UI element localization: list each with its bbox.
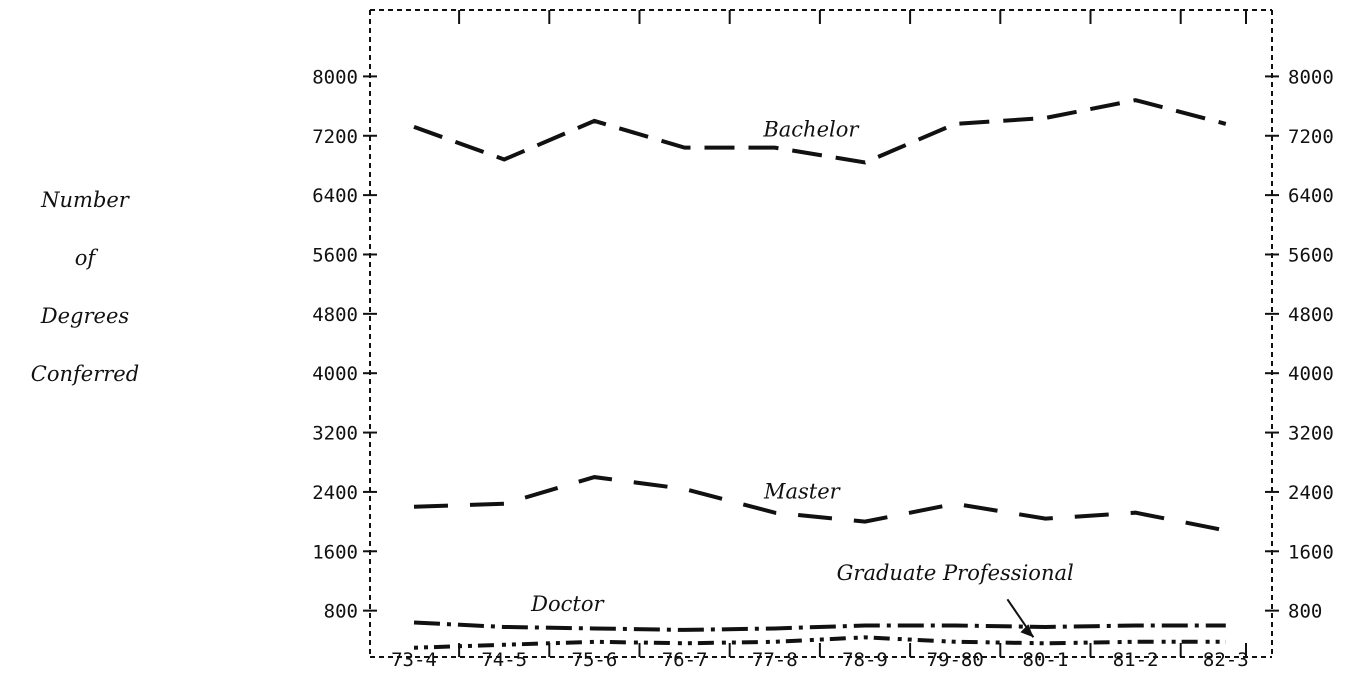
y-tick-label-right: 4800 <box>1288 304 1334 326</box>
y-tick-label-left: 3200 <box>312 423 358 445</box>
series-line <box>413 635 1226 650</box>
arrow-head-icon <box>1020 624 1034 638</box>
y-tick-label-left: 4800 <box>312 304 358 326</box>
x-tick-label: 75-6 <box>572 649 618 668</box>
series-label: Graduate Professional <box>837 561 1074 585</box>
y-tick-label-left: 6400 <box>312 185 358 207</box>
y-axis-label-line: Conferred <box>30 362 140 386</box>
y-tick-label-left: 2400 <box>312 482 358 504</box>
y-axis-label-line: Degrees <box>40 304 130 328</box>
y-axis-label: Number of Degrees Conferred <box>0 180 170 412</box>
x-tick-label: 80-1 <box>1023 649 1069 668</box>
x-tick-label: 79-80 <box>927 649 984 668</box>
y-tick-label-left: 8000 <box>312 66 358 88</box>
series-label: Bachelor <box>762 118 860 142</box>
x-tick-label: 78-9 <box>842 649 888 668</box>
x-tick-label: 82-3 <box>1203 649 1249 668</box>
series-label: Doctor <box>530 592 605 616</box>
y-tick-label-right: 2400 <box>1288 482 1334 504</box>
y-axis-label-line: Number <box>41 188 129 212</box>
y-tick-label-right: 6400 <box>1288 185 1334 207</box>
y-tick-label-left: 7200 <box>312 126 358 148</box>
y-tick-label-right: 5600 <box>1288 244 1334 266</box>
x-tick-label: 76-7 <box>662 649 708 668</box>
y-tick-label-right: 1600 <box>1288 541 1334 563</box>
x-tick-label: 74-5 <box>481 649 527 668</box>
x-tick-label: 77-8 <box>752 649 798 668</box>
y-tick-label-right: 800 <box>1288 601 1322 623</box>
y-tick-label-left: 4000 <box>312 363 358 385</box>
x-tick-label: 73-4 <box>391 649 437 668</box>
y-tick-label-right: 4000 <box>1288 363 1334 385</box>
x-tick-label: 81-2 <box>1113 649 1159 668</box>
y-tick-label-left: 5600 <box>312 244 358 266</box>
series-line <box>413 475 1227 533</box>
series-line <box>413 620 1226 632</box>
y-tick-label-right: 3200 <box>1288 423 1334 445</box>
series-line <box>413 98 1227 165</box>
y-tick-label-right: 8000 <box>1288 66 1334 88</box>
y-tick-label-left: 800 <box>324 601 358 623</box>
series-label: Master <box>763 479 842 503</box>
y-tick-label-right: 7200 <box>1288 126 1334 148</box>
y-axis-label-line: of <box>74 246 96 270</box>
y-tick-label-left: 1600 <box>312 541 358 563</box>
